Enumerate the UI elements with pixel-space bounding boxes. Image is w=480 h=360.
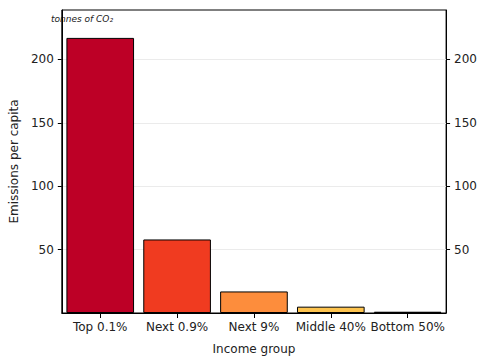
svg-text:Bottom 50%: Bottom 50%	[370, 320, 445, 334]
svg-text:Middle 40%: Middle 40%	[296, 320, 366, 334]
svg-text:50: 50	[454, 243, 469, 257]
svg-text:100: 100	[454, 179, 477, 193]
svg-text:Next 9%: Next 9%	[229, 320, 280, 334]
svg-text:Emissions per capita: Emissions per capita	[7, 99, 21, 223]
svg-text:200: 200	[31, 52, 54, 66]
svg-text:150: 150	[31, 116, 54, 130]
svg-text:100: 100	[31, 179, 54, 193]
svg-text:Top 0.1%: Top 0.1%	[72, 320, 128, 334]
svg-text:tonnes of CO₂: tonnes of CO₂	[51, 14, 113, 24]
svg-text:50: 50	[39, 243, 54, 257]
svg-text:150: 150	[454, 116, 477, 130]
svg-text:Next 0.9%: Next 0.9%	[146, 320, 208, 334]
svg-text:Income group: Income group	[213, 342, 296, 356]
svg-text:200: 200	[454, 52, 477, 66]
